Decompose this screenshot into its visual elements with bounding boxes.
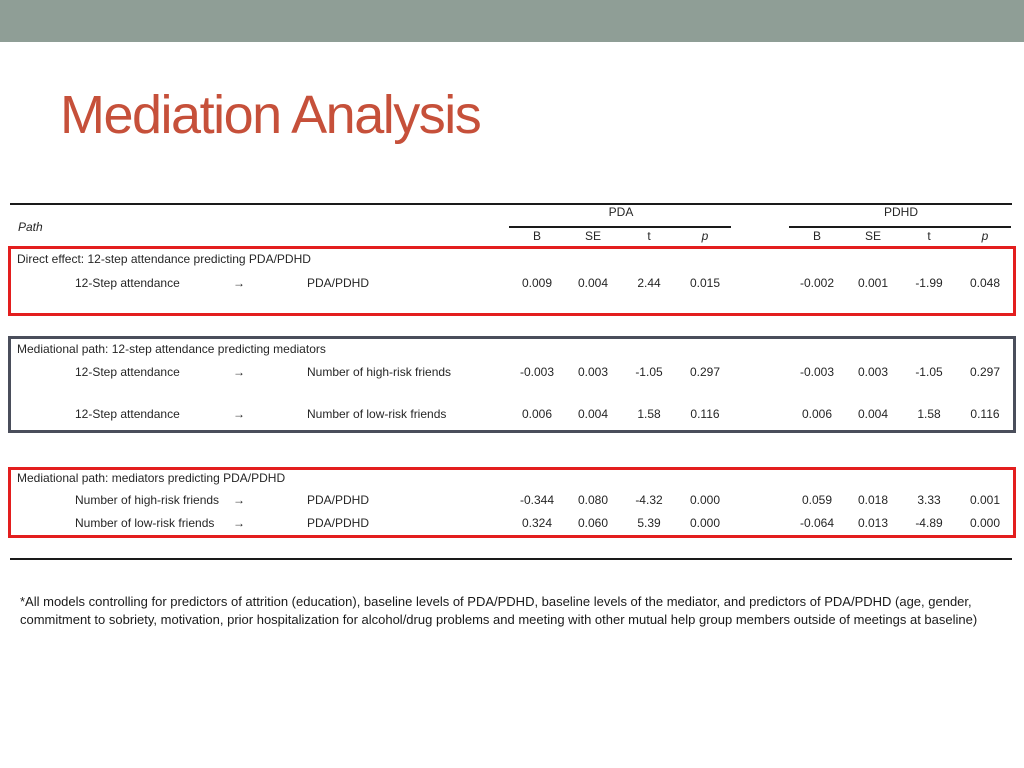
path-from: 12-Step attendance [75,407,180,421]
stat-pda-p: 0.116 [690,407,720,421]
stat-header-se: SE [864,229,881,243]
stat-pda-se: 0.080 [577,493,609,507]
section-label: Mediational path: 12-step attendance pre… [17,342,326,356]
stat-pdhd-p: 0.000 [969,516,1001,530]
path-to: Number of high-risk friends [307,365,452,379]
stat-header-b: B [812,229,821,243]
stat-pda-t: 1.58 [637,407,661,421]
row-indent [11,406,75,422]
top-accent-bar [0,0,1024,42]
path-from: 12-Step attendance [75,365,180,379]
stat-pdhd-p: 0.116 [970,407,1000,421]
stat-pda-se: 0.060 [577,516,609,530]
arrow-right-icon: → [233,493,245,507]
table-footnote: *All models controlling for predictors o… [20,594,978,627]
stat-pdhd-p: 0.048 [969,276,1001,290]
column-gap [733,275,789,291]
slide-title: Mediation Analysis [60,85,482,145]
stat-pda-t: -4.32 [635,493,663,507]
section-label: Direct effect: 12-step attendance predic… [17,252,311,266]
column-gap [733,515,789,531]
stat-pda-b: -0.344 [519,493,555,507]
column-gap [733,492,789,508]
stat-header-se: SE [584,229,601,243]
stat-pdhd-se: 0.001 [857,276,889,290]
row-indent [11,515,75,531]
row-indent [11,275,75,291]
table-row: 12-Step attendance → PDA/PDHD 0.009 0.00… [11,275,1013,291]
pda-stat-headers: B SE t p [509,229,733,243]
stat-header-b: B [532,229,541,243]
column-gap [733,406,789,422]
stat-header-p: p [701,229,709,243]
stat-pda-t: -1.05 [635,365,663,379]
stat-pdhd-t: -4.89 [915,516,943,530]
stat-pda-b: 0.006 [521,407,553,421]
stat-pdhd-b: -0.002 [799,276,835,290]
table-row: 12-Step attendance → Number of high-risk… [11,364,1013,380]
section-direct-effect-box: Direct effect: 12-step attendance predic… [8,246,1016,316]
pdhd-group-header: PDHD [883,205,918,219]
path-from: 12-Step attendance [75,276,180,290]
stat-pdhd-t: 1.58 [917,407,941,421]
column-gap [733,364,789,380]
arrow-right-icon: → [233,407,245,421]
stat-pdhd-t: -1.99 [915,276,943,290]
stat-pda-se: 0.004 [577,407,609,421]
stat-pdhd-b: -0.064 [799,516,835,530]
stat-pdhd-se: 0.004 [857,407,889,421]
stat-pda-b: 0.324 [521,516,553,530]
stat-pdhd-t: -1.05 [915,365,943,379]
pdhd-group-underline [789,226,1011,228]
stat-pdhd-se: 0.018 [857,493,889,507]
table-row: 12-Step attendance → Number of low-risk … [11,406,1013,422]
table-top-rule [10,203,1012,205]
stat-pda-se: 0.003 [577,365,609,379]
table-bottom-rule [10,558,1012,560]
table-row: Number of low-risk friends → PDA/PDHD 0.… [11,515,1013,531]
stat-pda-t: 2.44 [637,276,661,290]
arrow-right-icon: → [233,276,245,290]
row-indent [11,364,75,380]
path-to: PDA/PDHD [307,276,370,290]
stat-pda-b: 0.009 [521,276,553,290]
row-indent [11,492,75,508]
stat-pdhd-t: 3.33 [917,493,941,507]
pda-group-underline [509,226,731,228]
stat-pda-t: 5.39 [637,516,661,530]
stat-pdhd-se: 0.003 [857,365,889,379]
stat-pdhd-p: 0.297 [969,365,1001,379]
path-to: PDA/PDHD [307,516,370,530]
stat-pdhd-b: -0.003 [799,365,835,379]
section-mediators-box: Mediational path: 12-step attendance pre… [8,336,1016,433]
stat-pdhd-p: 0.001 [969,493,1001,507]
stat-pda-p: 0.000 [689,493,721,507]
stat-header-p: p [981,229,989,243]
path-to: Number of low-risk friends [307,407,447,421]
path-from: Number of high-risk friends [75,493,220,507]
stat-pda-se: 0.004 [577,276,609,290]
stat-pdhd-b: 0.059 [801,493,833,507]
stat-pdhd-se: 0.013 [857,516,889,530]
stat-pda-b: -0.003 [519,365,555,379]
arrow-right-icon: → [233,365,245,379]
table-row: Number of high-risk friends → PDA/PDHD -… [11,492,1013,508]
pda-group-header: PDA [608,205,634,219]
path-column-header: Path [18,220,43,234]
stat-pdhd-b: 0.006 [801,407,833,421]
stat-pda-p: 0.297 [689,365,721,379]
pdhd-stat-headers: B SE t p [789,229,1013,243]
path-to: PDA/PDHD [307,493,370,507]
stat-header-t: t [647,229,651,243]
section-label: Mediational path: mediators predicting P… [17,471,286,485]
arrow-right-icon: → [233,516,245,530]
path-from: Number of low-risk friends [75,516,215,530]
stat-pda-p: 0.000 [689,516,721,530]
section-mediators-outcome-box: Mediational path: mediators predicting P… [8,467,1016,538]
stat-pda-p: 0.015 [689,276,721,290]
stat-header-t: t [927,229,931,243]
